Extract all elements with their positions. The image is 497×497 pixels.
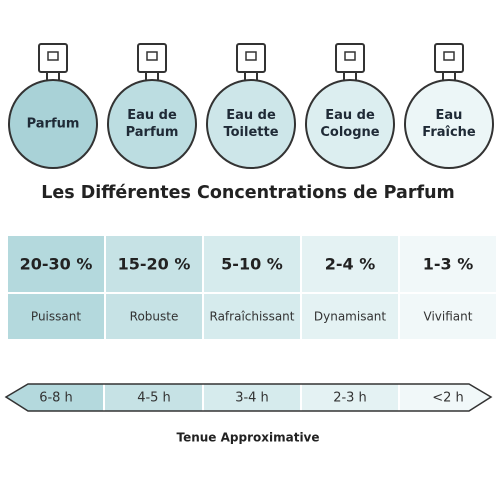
bottle: Eau de Parfum	[107, 43, 197, 169]
table-cell	[8, 294, 104, 339]
title: Les Différentes Concentrations de Parfum	[41, 183, 455, 203]
bottle-nozzle	[245, 51, 257, 61]
caption: Tenue Approximative	[176, 431, 319, 445]
percentage: 2-4 %	[325, 255, 376, 274]
arrow-outline	[4, 383, 493, 412]
descriptor: Rafraîchissant	[210, 310, 295, 324]
table-cell	[302, 294, 398, 339]
bottle-label: Eau de	[226, 108, 276, 123]
bottle-label: Parfum	[126, 125, 179, 140]
table-cell	[106, 236, 202, 292]
bottle: Eau de Cologne	[305, 43, 395, 169]
bottle: Parfum	[8, 43, 98, 169]
bottle-body	[107, 79, 197, 169]
duration-label: 4-5 h	[137, 391, 171, 406]
arrow-segment	[104, 384, 203, 411]
descriptor: Vivifiant	[424, 310, 473, 324]
bottle-label: Eau de	[325, 108, 375, 123]
table-cell	[8, 236, 104, 292]
bottle: Eau Fraîche	[404, 43, 494, 169]
arrow-segment	[301, 384, 399, 411]
arrow-segment	[6, 384, 104, 411]
bottle-label: Parfum	[27, 117, 80, 132]
arrow-segment	[203, 384, 301, 411]
descriptor: Puissant	[31, 310, 81, 324]
percentage: 5-10 %	[221, 255, 283, 274]
bottle-label: Toilette	[223, 125, 278, 140]
bottle-nozzle	[146, 51, 158, 61]
bottle-body	[404, 79, 494, 169]
bottle-label: Cologne	[320, 125, 379, 140]
duration-label: <2 h	[432, 391, 464, 406]
bottle-label: Eau	[436, 108, 463, 123]
bottle-label: Eau de	[127, 108, 177, 123]
bottle-label: Fraîche	[422, 125, 476, 140]
bottle-body	[8, 79, 98, 169]
table-cell	[204, 294, 300, 339]
bottle-nozzle	[443, 51, 455, 61]
table-cell	[106, 294, 202, 339]
table-cell	[400, 236, 496, 292]
duration-label: 3-4 h	[235, 391, 269, 406]
duration-label: 2-3 h	[333, 391, 367, 406]
arrow-fill	[6, 384, 491, 411]
bottle: Eau de Toilette	[206, 43, 296, 169]
bottle-body	[305, 79, 395, 169]
table-cell	[400, 294, 496, 339]
duration-label: 6-8 h	[39, 391, 73, 406]
bottle-body	[206, 79, 296, 169]
duration-arrow: 6-8 h 4-5 h 3-4 h 2-3 h <2 h	[4, 383, 493, 412]
descriptor: Dynamisant	[314, 310, 387, 324]
percentage: 20-30 %	[20, 255, 93, 274]
table-cell	[302, 236, 398, 292]
percentage: 1-3 %	[423, 255, 474, 274]
percentage: 15-20 %	[118, 255, 191, 274]
descriptor: Robuste	[130, 310, 179, 324]
bottle-nozzle	[344, 51, 356, 61]
bottle-nozzle	[47, 51, 59, 61]
table-cell	[204, 236, 300, 292]
